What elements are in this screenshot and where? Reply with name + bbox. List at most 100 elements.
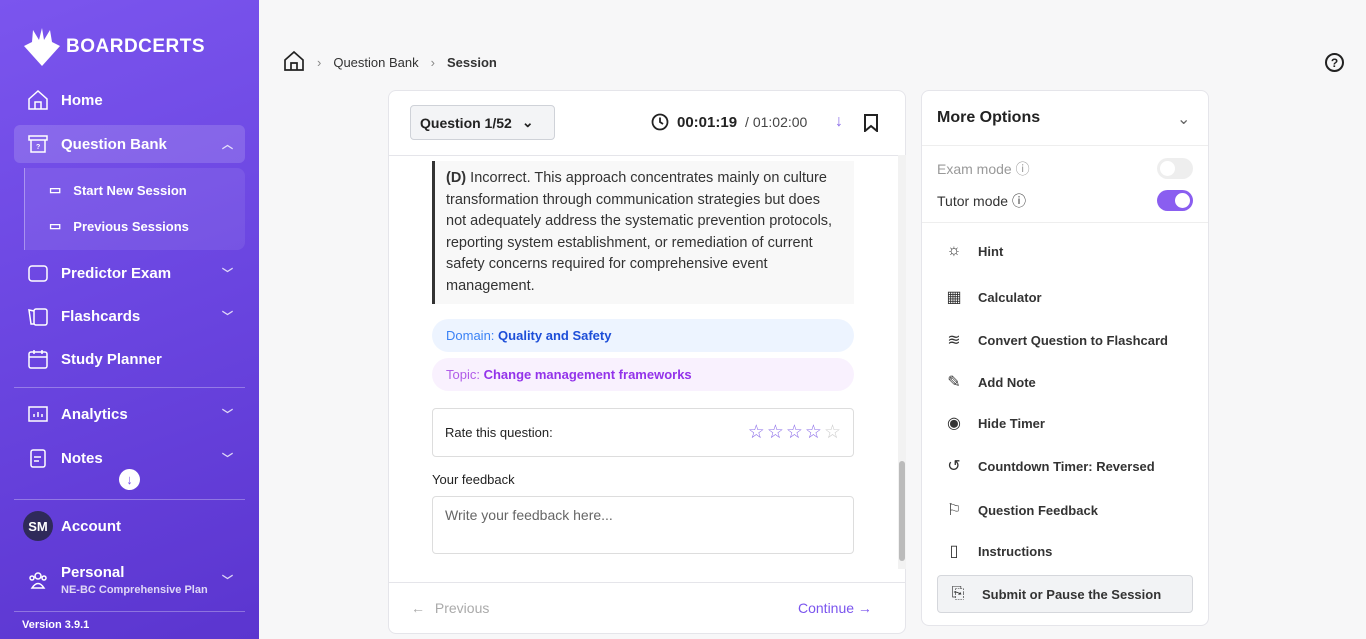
divider [922,222,1208,223]
sidebar-subitem-previous-sessions[interactable]: ▭ Previous Sessions [49,218,189,234]
label: Continue [798,600,855,616]
brand-name: BOARDCERTS [66,36,206,57]
label: Domain: [446,328,495,343]
star-icon[interactable]: ☆ [823,422,841,443]
sidebar-item-notes[interactable]: Notes ﹀ [14,439,245,477]
sidebar-subitem-start-new-session[interactable]: ▭ Start New Session [49,182,187,198]
countdown-timer-option[interactable]: ↺ Countdown Timer: Reversed [944,456,1155,476]
star-icon[interactable]: ☆ [804,422,822,443]
instructions-option[interactable]: ▯ Instructions [944,541,1053,561]
users-icon [26,568,50,592]
label: Exam mode [937,161,1012,177]
add-note-option[interactable]: ✎ Add Note [944,372,1035,392]
question-feedback-option[interactable]: ⚐ Question Feedback [944,500,1098,520]
sidebar-item-study-planner[interactable]: Study Planner [14,340,245,378]
convert-flashcard-option[interactable]: ≋ Convert Question to Flashcard [944,330,1168,350]
star-icon[interactable]: ☆ [766,422,784,443]
question-box-icon: ? [26,132,50,156]
chevron-up-icon: ︿ [222,139,233,151]
sidebar-item-flashcards[interactable]: Flashcards ﹀ [14,297,245,335]
exam-icon [26,261,50,285]
sidebar-item-analytics[interactable]: Analytics ﹀ [14,395,245,433]
chevron-down-icon: ﹀ [222,268,233,280]
breadcrumb-question-bank[interactable]: Question Bank [333,55,419,70]
home-icon[interactable] [283,50,305,75]
star-icon[interactable]: ☆ [785,422,803,443]
value: Change management frameworks [483,367,692,382]
option-letter: (D) [446,170,467,186]
label: Hide Timer [978,415,1045,431]
sidebar-item-predictor-exam[interactable]: Predictor Exam ﹀ [14,254,245,292]
avatar: SM [23,511,53,541]
timer-total: / 01:02:00 [745,114,808,130]
hide-timer-option[interactable]: ◉ Hide Timer [944,413,1045,433]
divider [14,499,245,500]
chevron-down-icon: ﹀ [222,409,233,421]
divider [389,582,905,583]
sidebar-item-home[interactable]: Home [14,81,245,119]
help-icon[interactable]: ⓘ [1011,193,1026,209]
label: Countdown Timer: Reversed [978,458,1155,474]
home-icon [26,88,50,112]
plan-subtitle: NE-BC Comprehensive Plan [61,584,208,596]
timer: 00:01:19 / 01:02:00 [651,113,807,131]
previous-button[interactable]: ← Previous [411,600,490,616]
help-icon[interactable]: ? [1325,53,1344,72]
new-session-icon: ▭ [49,182,62,197]
star-rating[interactable]: ☆ ☆ ☆ ☆ ☆ [746,421,841,444]
logo[interactable]: BOARDCERTS [22,26,205,68]
lightbulb-icon: ☼ [946,242,962,259]
clipboard-icon: ▯ [949,543,959,560]
tutor-mode-toggle[interactable] [1157,190,1193,211]
label: Question Bank [61,135,167,153]
divider [922,145,1208,146]
breadcrumb-session: Session [446,55,497,70]
calculator-option[interactable]: ▦ Calculator [944,287,1042,307]
continue-button[interactable]: Continue → [798,600,872,616]
label: Hint [978,243,1004,259]
flag-icon: ⚐ [946,502,962,519]
topic-tag: Topic: Change management frameworks [432,358,854,391]
label: Calculator [978,289,1042,305]
scroll-down-button[interactable]: ↓ [119,469,140,490]
submit-pause-button[interactable]: ⎘ Submit or Pause the Session [937,575,1193,613]
plan-title: Personal [61,564,125,581]
chart-icon [26,402,50,426]
arrow-down-icon[interactable]: ↓ [835,113,843,130]
layers-icon: ≋ [947,332,961,349]
label: Submit or Pause the Session [982,586,1162,602]
breadcrumb: › Question Bank › Session [283,50,497,75]
explanation-text: Incorrect. This approach concentrates ma… [446,170,833,294]
sidebar: BOARDCERTS Home ? Question Bank ︿ ▭ Start N… [0,0,259,639]
label: Start New Session [73,182,187,198]
rating-box: Rate this question: ☆ ☆ ☆ ☆ ☆ [432,408,854,457]
hint-option[interactable]: ☼ Hint [944,242,1004,260]
plan-selector[interactable]: Personal NE-BC Comprehensive Plan ﹀ [14,558,245,602]
help-icon[interactable]: ⓘ [1015,161,1030,177]
scrollbar[interactable] [898,155,906,569]
label: Question 1/52 [420,114,512,131]
sidebar-item-question-bank[interactable]: ? Question Bank ︿ [14,125,245,163]
label: Previous [434,600,490,616]
star-icon[interactable]: ☆ [747,422,765,443]
sidebar-item-account[interactable]: SM Account [14,507,245,545]
logo-icon [24,28,60,66]
more-options-panel: More Options ⌄ Exam mode ⓘ Tutor mode ⓘ … [921,90,1209,626]
label: Notes [61,449,103,467]
label: Instructions [978,543,1053,559]
tutor-mode-label: Tutor mode ⓘ [937,191,1026,211]
chevron-right-icon: › [430,55,435,70]
label: Question Feedback [978,502,1098,518]
label: Home [61,91,103,109]
chevron-down-icon: ﹀ [222,575,233,587]
answer-explanation: (D) Incorrect. This approach concentrate… [432,161,854,304]
feedback-input[interactable] [432,496,854,554]
question-selector[interactable]: Question 1/52 ⌄ [410,105,555,140]
question-bank-submenu: ▭ Start New Session ▭ Previous Sessions [24,168,245,250]
previous-sessions-icon: ▭ [49,218,62,233]
bookmark-icon[interactable] [864,114,878,132]
note-edit-icon: ✎ [947,374,961,391]
label: Analytics [61,405,128,423]
chevron-down-icon[interactable]: ⌄ [1177,111,1191,128]
exam-mode-toggle[interactable] [1157,158,1193,179]
